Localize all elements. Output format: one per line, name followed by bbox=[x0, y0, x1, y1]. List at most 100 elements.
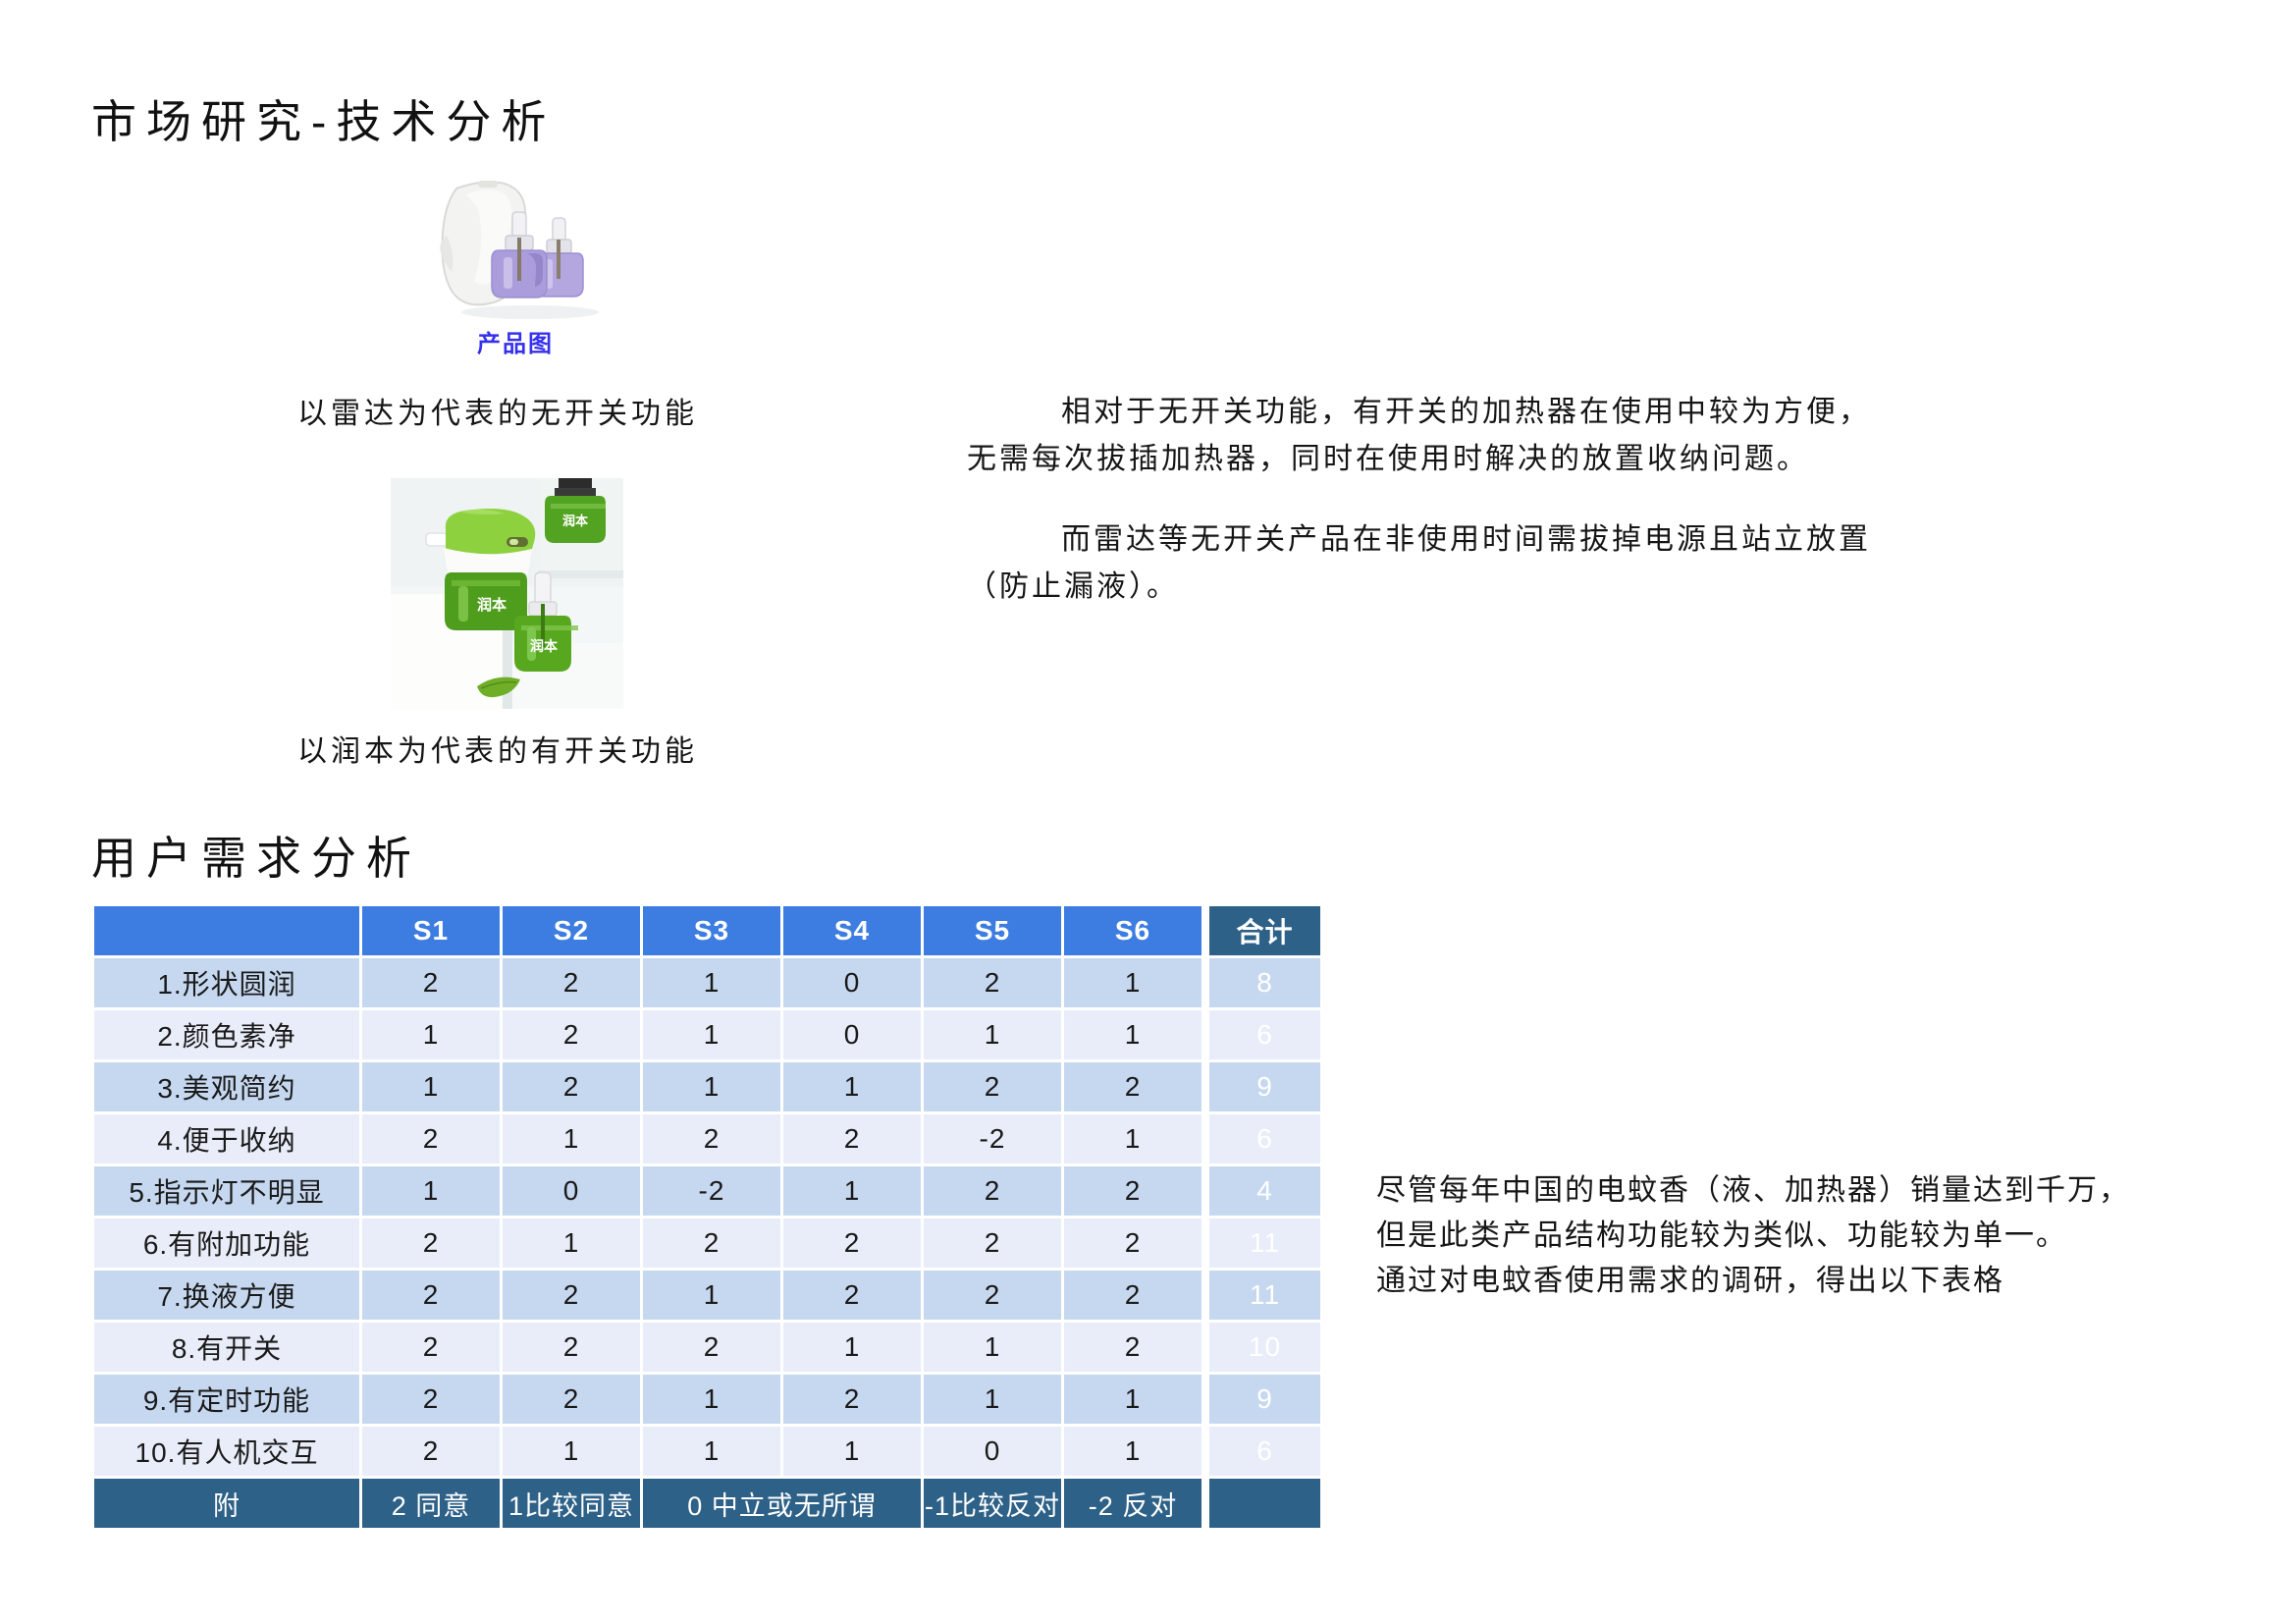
score-cell: 1 bbox=[783, 1427, 921, 1476]
score-cell: 2 bbox=[924, 958, 1061, 1007]
row-label: 3.美观简约 bbox=[94, 1062, 359, 1111]
row-label: 7.换液方便 bbox=[94, 1271, 359, 1320]
score-cell: 2 bbox=[503, 1062, 640, 1111]
section-title-user-needs: 用户需求分析 bbox=[91, 833, 421, 884]
score-cell: 1 bbox=[362, 1010, 500, 1059]
comparison-para1-line2: 无需每次拔插加热器，同时在使用时解决的放置收纳问题。 bbox=[967, 443, 1809, 475]
radar-product-photo bbox=[440, 181, 599, 319]
score-cell: 1 bbox=[362, 1062, 500, 1111]
score-cell: 1 bbox=[643, 1010, 780, 1059]
score-cell: 2 bbox=[1064, 1062, 1201, 1111]
row-total: 6 bbox=[1204, 1427, 1320, 1476]
comparison-para1-line1: 相对于无开关功能，有开关的加热器在使用中较为方便， bbox=[1061, 396, 1871, 428]
score-cell: 2 bbox=[362, 1218, 500, 1268]
score-cell: 2 bbox=[362, 1323, 500, 1372]
row-label: 9.有定时功能 bbox=[94, 1375, 359, 1424]
score-cell: 2 bbox=[924, 1062, 1061, 1111]
product-image-label: 产品图 bbox=[477, 331, 554, 357]
score-cell: 1 bbox=[503, 1218, 640, 1268]
score-cell: 0 bbox=[503, 1166, 640, 1216]
score-cell: 2 bbox=[924, 1271, 1061, 1320]
score-cell: 1 bbox=[1064, 1427, 1201, 1476]
score-cell: 2 bbox=[362, 1375, 500, 1424]
score-cell: 2 bbox=[362, 1271, 500, 1320]
header-empty-cell bbox=[94, 906, 359, 955]
row-label: 2.颜色素净 bbox=[94, 1010, 359, 1059]
row-total: 9 bbox=[1204, 1062, 1320, 1111]
score-cell: 1 bbox=[1064, 1114, 1201, 1164]
legend-row: 附 2 同意 1比较同意 0 中立或无所谓 -1比较反对 -2 反对 bbox=[94, 1479, 1320, 1528]
legend-neutral: 0 中立或无所谓 bbox=[643, 1479, 921, 1528]
runben-bottle-label-2: 润本 bbox=[562, 514, 588, 528]
side-note-line3: 通过对电蚊香使用需求的调研，得出以下表格 bbox=[1376, 1265, 2004, 1297]
row-total: 9 bbox=[1204, 1375, 1320, 1424]
score-cell: 2 bbox=[362, 1114, 500, 1164]
score-cell: 1 bbox=[924, 1375, 1061, 1424]
comparison-text: 相对于无开关功能，有开关的加热器在使用中较为方便， 无需每次拔插加热器，同时在使… bbox=[967, 389, 1958, 611]
score-cell: 2 bbox=[1064, 1166, 1201, 1216]
score-cell: 0 bbox=[783, 1010, 921, 1059]
legend-empty-total-cell bbox=[1204, 1479, 1320, 1528]
score-cell: 1 bbox=[783, 1323, 921, 1372]
header-s6: S6 bbox=[1064, 906, 1201, 955]
legend-label: 附 bbox=[94, 1479, 359, 1528]
score-cell: 2 bbox=[362, 958, 500, 1007]
score-cell: 0 bbox=[924, 1427, 1061, 1476]
score-cell: 2 bbox=[783, 1114, 921, 1164]
header-s5: S5 bbox=[924, 906, 1061, 955]
score-cell: 1 bbox=[643, 1427, 780, 1476]
score-cell: 2 bbox=[503, 958, 640, 1007]
row-label: 4.便于收纳 bbox=[94, 1114, 359, 1164]
header-s1: S1 bbox=[362, 906, 500, 955]
score-cell: 2 bbox=[924, 1218, 1061, 1268]
row-total: 6 bbox=[1204, 1114, 1320, 1164]
row-total: 10 bbox=[1204, 1323, 1320, 1372]
score-cell: 2 bbox=[1064, 1323, 1201, 1372]
score-cell: 2 bbox=[643, 1114, 780, 1164]
comparison-para2-line2: （防止漏液）。 bbox=[967, 570, 1179, 603]
table-header-row: S1 S2 S3 S4 S5 S6 合计 bbox=[94, 906, 1320, 955]
header-s2: S2 bbox=[503, 906, 640, 955]
score-cell: 2 bbox=[643, 1218, 780, 1268]
score-cell: 2 bbox=[503, 1010, 640, 1059]
radar-caption: 以雷达为代表的无开关功能 bbox=[297, 398, 698, 430]
row-label: 6.有附加功能 bbox=[94, 1218, 359, 1268]
header-s4: S4 bbox=[783, 906, 921, 955]
header-total: 合计 bbox=[1204, 906, 1320, 955]
page-title: 市场研究-技术分析 bbox=[91, 96, 557, 147]
score-cell: 1 bbox=[503, 1427, 640, 1476]
runben-product-photo: 润本 润本 润本 bbox=[391, 478, 623, 709]
score-cell: 1 bbox=[1064, 1375, 1201, 1424]
row-total: 11 bbox=[1204, 1218, 1320, 1268]
score-cell: 2 bbox=[362, 1427, 500, 1476]
legend-agree1: 1比较同意 bbox=[503, 1479, 640, 1528]
score-cell: 2 bbox=[1064, 1271, 1201, 1320]
score-cell: 2 bbox=[503, 1375, 640, 1424]
runben-caption: 以润本为代表的有开关功能 bbox=[297, 735, 698, 768]
row-label: 8.有开关 bbox=[94, 1323, 359, 1372]
score-cell: 1 bbox=[924, 1010, 1061, 1059]
score-cell: 1 bbox=[643, 958, 780, 1007]
score-cell: 1 bbox=[643, 1062, 780, 1111]
row-total: 6 bbox=[1204, 1010, 1320, 1059]
score-cell: 1 bbox=[1064, 1010, 1201, 1059]
score-cell: 1 bbox=[643, 1375, 780, 1424]
legend-oppose1: -1比较反对 bbox=[924, 1479, 1061, 1528]
row-label: 1.形状圆润 bbox=[94, 958, 359, 1007]
score-cell: 1 bbox=[1064, 958, 1201, 1007]
score-cell: 1 bbox=[924, 1323, 1061, 1372]
radar-product-figure: 产品图 bbox=[417, 175, 614, 358]
score-cell: 2 bbox=[783, 1271, 921, 1320]
score-cell: 2 bbox=[783, 1375, 921, 1424]
score-cell: 0 bbox=[783, 958, 921, 1007]
score-cell: 1 bbox=[362, 1166, 500, 1216]
row-label: 10.有人机交互 bbox=[94, 1427, 359, 1476]
score-cell: 2 bbox=[503, 1323, 640, 1372]
